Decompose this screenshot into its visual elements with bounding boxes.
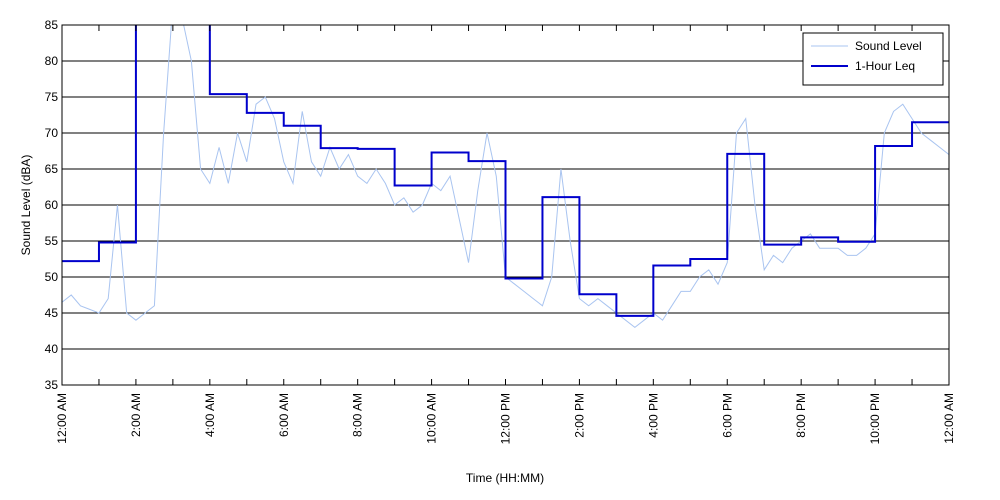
y-tick-label: 50 [45,270,59,284]
x-tick-label: 6:00 AM [277,393,291,437]
legend-box [802,32,944,86]
y-axis-label: Sound Level (dBA) [19,155,33,256]
y-tick-label: 80 [45,54,59,68]
x-tick-label: 2:00 AM [129,393,143,437]
lines [62,25,949,329]
series-line [62,25,949,317]
y-tick-label: 60 [45,198,59,212]
x-axis-label: Time (HH:MM) [466,471,544,485]
x-tick-label: 12:00 AM [942,393,956,444]
y-tick-label: 45 [45,306,59,320]
x-tick-label: 10:00 PM [868,393,882,444]
axes: 35 40 45 50 55 60 65 70 75 80 85 12:00 AM 2:00 AM 4:0… [45,18,956,444]
x-tick-label: 2:00 PM [572,393,586,438]
y-tick-label: 40 [45,342,59,356]
legend-label: Sound Level [855,39,922,53]
x-tick-label: 12:00 AM [55,393,69,444]
y-tick-label: 70 [45,126,59,140]
x-tick-label: 8:00 AM [351,393,365,437]
y-tick-label: 75 [45,90,59,104]
x-tick-label: 4:00 AM [203,393,217,437]
legend: Sound Level 1-Hour Leq [802,32,944,86]
x-tick-label: 10:00 AM [425,393,439,444]
x-tick-label: 4:00 PM [646,393,660,438]
x-tick-label: 6:00 PM [720,393,734,438]
y-tick-label: 85 [45,18,59,32]
y-tick-label: 65 [45,162,59,176]
x-tick-label: 12:00 PM [499,393,513,444]
x-tick-label: 8:00 PM [794,393,808,438]
legend-label: 1-Hour Leq [855,59,915,73]
y-tick-label: 55 [45,234,59,248]
y-tick-label: 35 [45,378,59,392]
